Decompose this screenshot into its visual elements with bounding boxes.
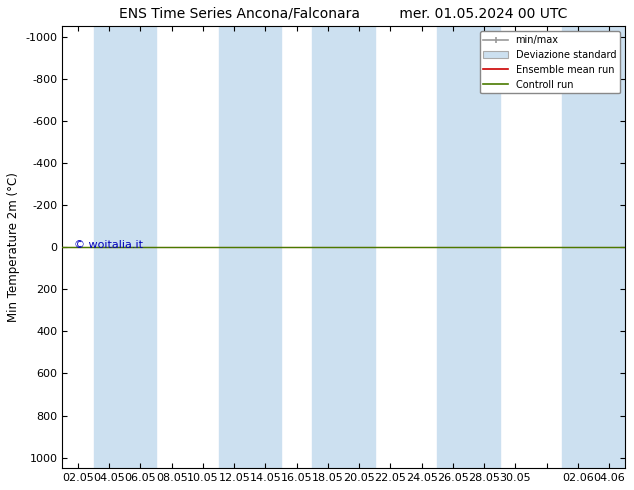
Bar	[219, 26, 281, 468]
Bar	[437, 26, 500, 468]
Bar	[313, 26, 375, 468]
Bar	[94, 26, 156, 468]
Y-axis label: Min Temperature 2m (°C): Min Temperature 2m (°C)	[7, 172, 20, 322]
Legend: min/max, Deviazione standard, Ensemble mean run, Controll run: min/max, Deviazione standard, Ensemble m…	[479, 31, 620, 94]
Bar	[562, 26, 625, 468]
Title: ENS Time Series Ancona/Falconara         mer. 01.05.2024 00 UTC: ENS Time Series Ancona/Falconara mer. 01…	[119, 7, 568, 21]
Text: © woitalia.it: © woitalia.it	[74, 240, 143, 250]
